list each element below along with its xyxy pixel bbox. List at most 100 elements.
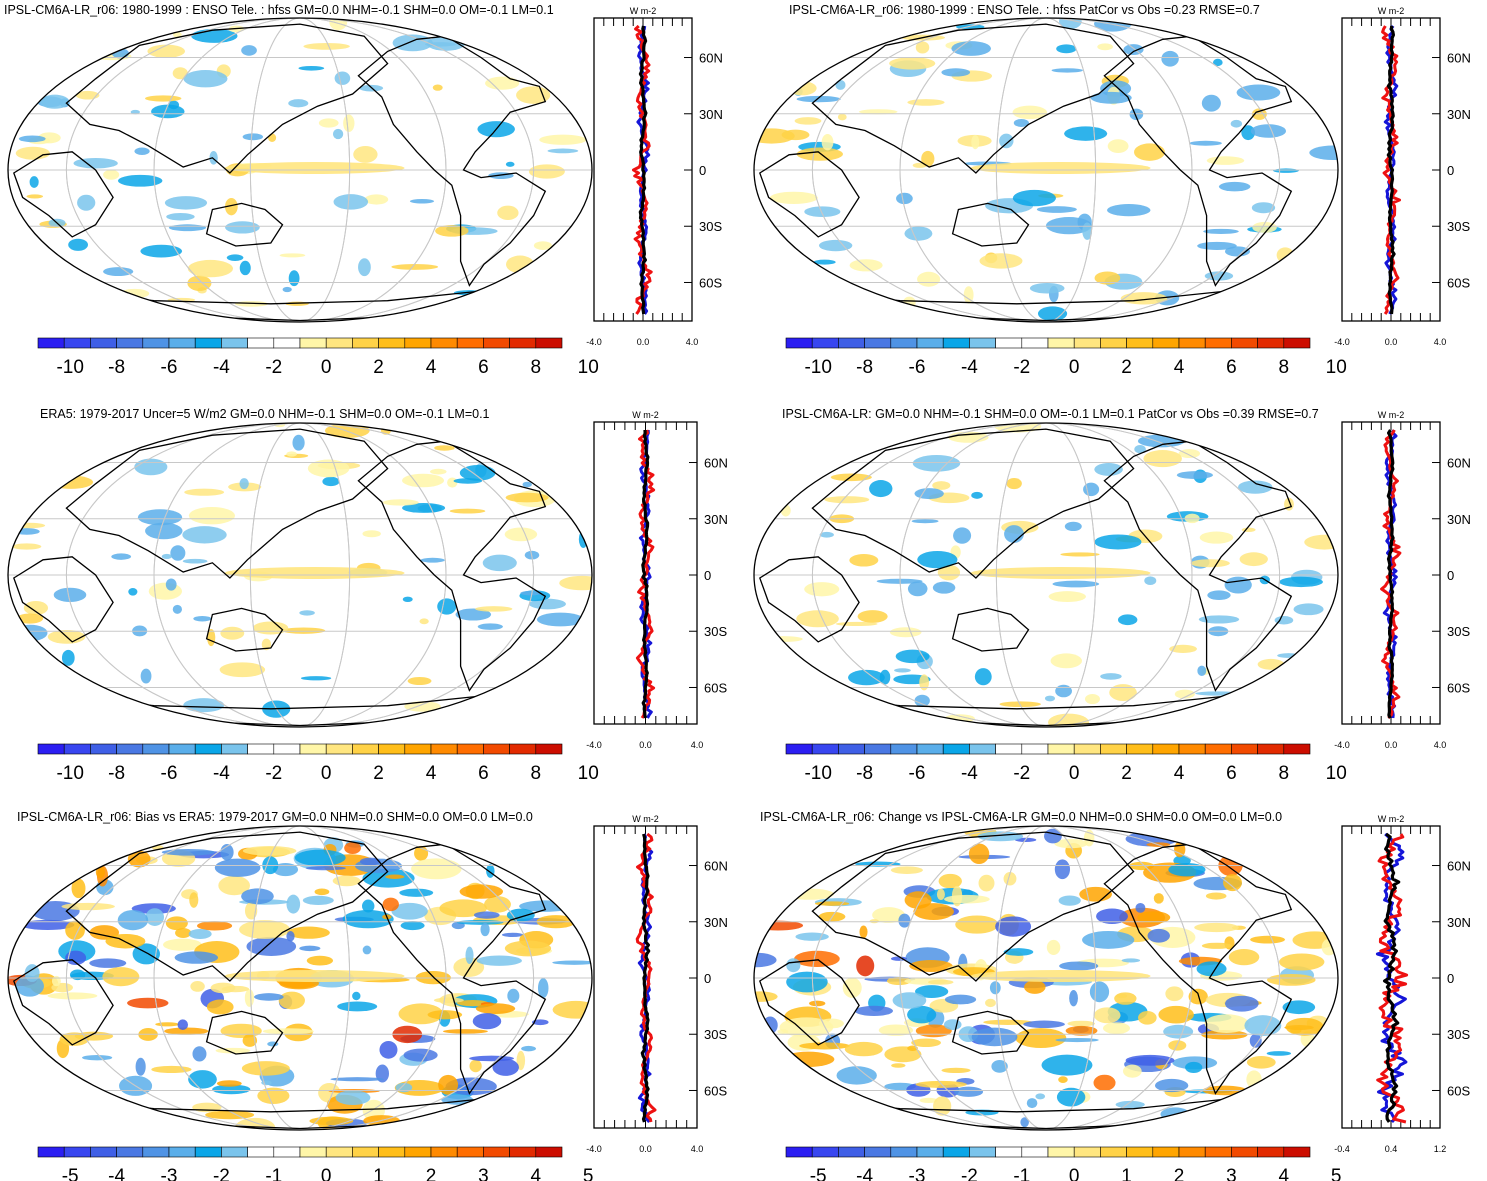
profile-lat-label: 30N — [1447, 512, 1471, 527]
anomaly-patch — [505, 492, 549, 503]
anomaly-patch — [241, 888, 274, 905]
anomaly-patch — [261, 638, 272, 651]
anomaly-patch — [26, 194, 44, 199]
anomaly-patch — [978, 874, 995, 892]
colorbar-label: 4 — [1174, 763, 1185, 784]
anomaly-patch — [168, 100, 180, 110]
profile-lat-label: 0 — [1447, 163, 1454, 178]
anomaly-patch — [1090, 91, 1132, 104]
anomaly-patch — [318, 118, 339, 128]
map-field — [754, 826, 1338, 1130]
anomaly-patch — [1205, 892, 1227, 900]
anomaly-patch — [399, 888, 434, 897]
anomaly-patch — [364, 194, 389, 205]
anomaly-patch — [1084, 693, 1100, 705]
anomaly-patch — [781, 129, 810, 141]
anomaly-patch — [161, 553, 172, 560]
profile-units: W m-2 — [1378, 410, 1405, 420]
colorbar-label: -3 — [909, 1166, 926, 1181]
anomaly-patch — [1059, 961, 1099, 971]
anomaly-patch — [1003, 872, 1017, 886]
anomaly-patch — [1185, 1061, 1203, 1073]
anomaly-patch — [206, 999, 234, 1015]
anomaly-patch — [220, 626, 245, 640]
anomaly-patch — [892, 992, 927, 1009]
anomaly-patch — [837, 113, 847, 121]
anomaly-patch — [1154, 1078, 1189, 1093]
anomaly-patch — [303, 43, 350, 50]
colorbar-cell — [1257, 1146, 1285, 1158]
anomaly-patch — [165, 578, 177, 591]
anomaly-patch — [795, 932, 829, 941]
profile-lat-label: 60N — [704, 456, 728, 471]
colorbar-cell — [1283, 743, 1311, 755]
anomaly-patch — [459, 884, 503, 899]
colorbar: -5 -4 -3 -2 -1 0 1 2 3 4 5 — [37, 1146, 593, 1181]
anomaly-patch — [932, 581, 956, 594]
coastline-america — [357, 35, 547, 287]
anomaly-patch — [869, 919, 879, 924]
anomaly-patch — [352, 991, 361, 1001]
anomaly-patch — [836, 1066, 877, 1085]
anomaly-patch — [1246, 1070, 1262, 1089]
anomaly-patch — [134, 147, 150, 155]
anomaly-patch — [286, 894, 301, 914]
anomaly-patch — [819, 531, 834, 538]
anomaly-patch — [197, 921, 233, 931]
profile-line — [641, 429, 650, 719]
anomaly-patch — [919, 1097, 938, 1104]
anomaly-patch — [1144, 576, 1157, 585]
coastline-australia — [951, 1010, 1030, 1055]
profile-lat-label: 30S — [704, 624, 727, 639]
anomaly-patch — [182, 558, 208, 564]
anomaly-patch — [286, 931, 295, 942]
colorbar-cell — [535, 743, 563, 755]
coastline-asia — [811, 428, 1135, 579]
profile-lat-label: 30N — [704, 512, 728, 527]
profile-lat-label: 60N — [1447, 859, 1471, 874]
anomaly-patch — [943, 1019, 962, 1030]
longitude-line — [995, 18, 1097, 322]
anomaly-patch — [1015, 1028, 1067, 1049]
anomaly-patch — [1252, 221, 1277, 233]
profile-lat-label: 60N — [1447, 51, 1471, 66]
anomaly-patch — [915, 41, 930, 54]
anomaly-patch — [1199, 531, 1234, 544]
anomaly-patch — [15, 975, 44, 997]
anomaly-patch — [915, 985, 949, 999]
colorbar-label: 10 — [1326, 357, 1347, 378]
colorbar-label: 2 — [1174, 1166, 1185, 1181]
anomaly-patch — [907, 1045, 918, 1051]
anomaly-patch — [1137, 911, 1171, 924]
anomaly-patch — [402, 502, 446, 513]
anomaly-patch — [272, 862, 299, 877]
anomaly-patch — [1060, 552, 1100, 557]
anomaly-patch — [983, 1019, 1033, 1025]
longitude-line — [65, 826, 535, 1130]
anomaly-patch — [1163, 1024, 1194, 1039]
anomaly-patch — [18, 135, 46, 143]
anomaly-patch — [1035, 1093, 1046, 1100]
longitude-line — [899, 423, 1193, 727]
colorbar-label: 2 — [373, 763, 384, 784]
anomaly-patch — [182, 526, 227, 544]
anomaly-patch — [919, 674, 930, 691]
anomaly-patch — [516, 1050, 526, 1071]
anomaly-patch — [1274, 615, 1294, 625]
colorbar-cell — [1021, 1146, 1049, 1158]
coastline-asia — [811, 23, 1135, 174]
profile-lat-label: 60S — [704, 680, 727, 695]
anomaly-patch — [439, 899, 488, 918]
profile-x-label: -4.0 — [1334, 337, 1350, 347]
anomaly-patch — [528, 598, 566, 610]
anomaly-patch — [971, 491, 983, 499]
profile-lat-label: 0 — [699, 163, 706, 178]
anomaly-patch — [172, 67, 188, 80]
equatorial-band — [970, 970, 1151, 982]
anomaly-patch — [475, 606, 513, 612]
anomaly-patch — [239, 478, 249, 490]
anomaly-patch — [539, 134, 587, 145]
anomaly-patch — [337, 1001, 378, 1012]
anomaly-patch — [302, 895, 334, 906]
anomaly-patch — [472, 1013, 502, 1030]
